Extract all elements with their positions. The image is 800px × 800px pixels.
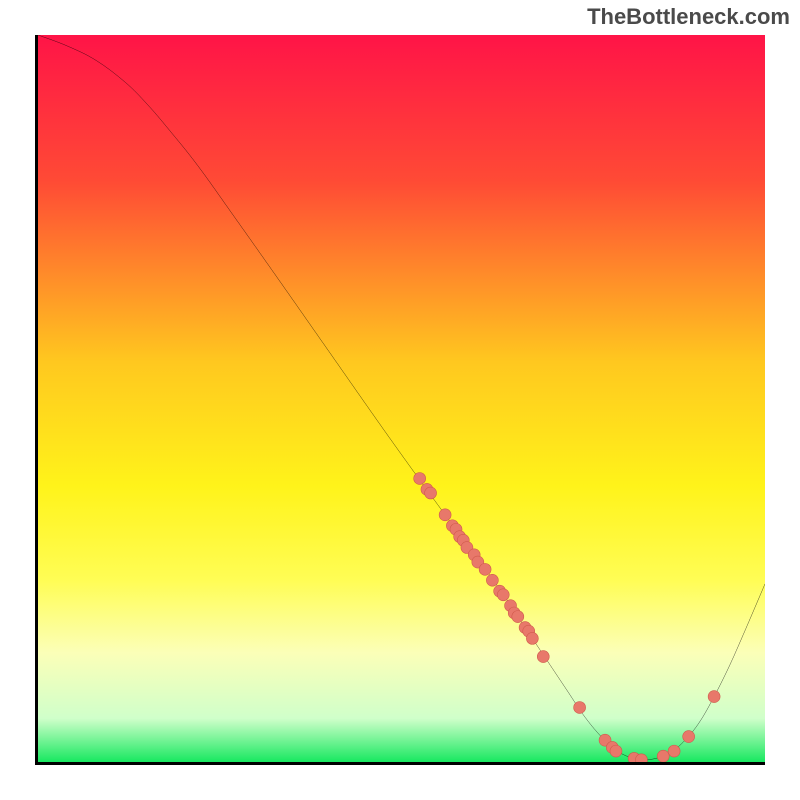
- scatter-point: [414, 472, 426, 484]
- scatter-point: [537, 651, 549, 663]
- scatter-point: [526, 632, 538, 644]
- scatter-layer: [38, 35, 765, 762]
- chart-container: TheBottleneck.com: [0, 0, 800, 800]
- plot-area: [35, 35, 765, 765]
- scatter-point: [657, 750, 669, 762]
- scatter-point: [683, 731, 695, 743]
- scatter-point: [708, 691, 720, 703]
- scatter-point: [497, 589, 509, 601]
- scatter-point: [439, 509, 451, 521]
- scatter-point: [479, 563, 491, 575]
- scatter-point: [668, 745, 680, 757]
- scatter-point: [486, 574, 498, 586]
- watermark-label: TheBottleneck.com: [587, 4, 790, 30]
- scatter-point: [425, 487, 437, 499]
- scatter-point: [610, 745, 622, 757]
- scatter-point: [574, 701, 586, 713]
- scatter-point: [512, 611, 524, 623]
